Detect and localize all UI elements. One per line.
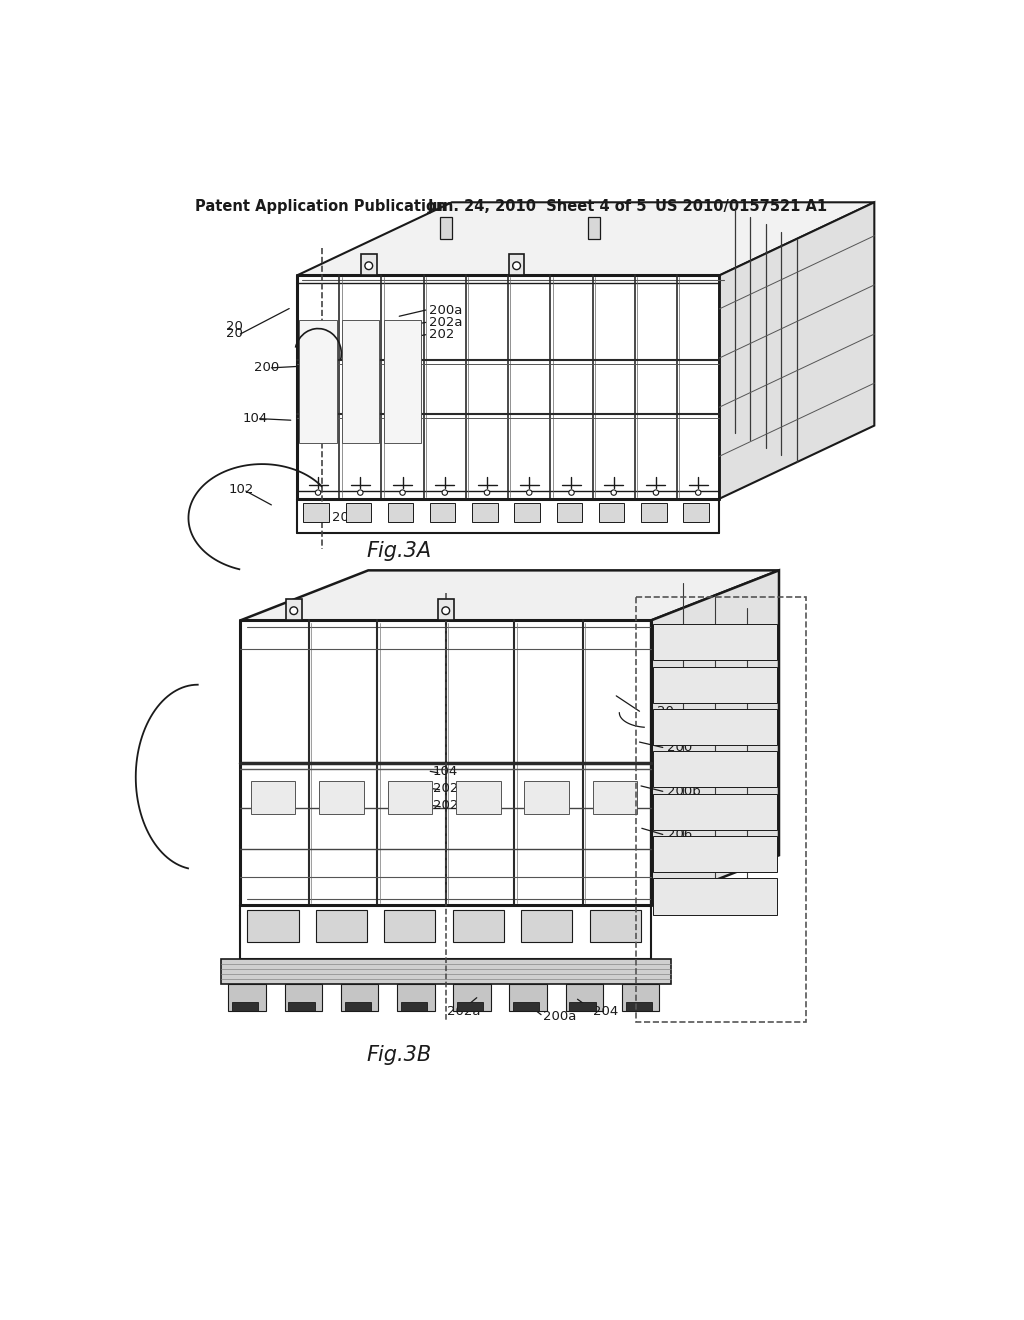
Bar [565, 983, 603, 1011]
Text: 202a: 202a [429, 315, 462, 329]
Text: 202a: 202a [447, 1005, 481, 1018]
Circle shape [357, 490, 364, 495]
Bar [636, 597, 806, 1022]
Bar [590, 909, 641, 942]
Bar [514, 503, 540, 521]
Bar [513, 1002, 540, 1011]
Circle shape [513, 261, 520, 269]
Bar [472, 503, 498, 521]
Bar [251, 781, 295, 814]
Bar [438, 599, 454, 620]
Bar [652, 793, 777, 830]
Circle shape [442, 607, 450, 615]
Text: 104: 104 [243, 412, 268, 425]
Circle shape [315, 490, 321, 495]
Bar [285, 983, 323, 1011]
Bar [299, 321, 337, 444]
Circle shape [695, 490, 700, 495]
Text: 200: 200 [667, 741, 692, 754]
Text: 204: 204 [593, 1005, 618, 1018]
Bar [524, 781, 569, 814]
Bar [457, 1002, 483, 1011]
Polygon shape [719, 202, 874, 499]
Bar [341, 983, 378, 1011]
Circle shape [365, 261, 373, 269]
Bar [683, 503, 709, 521]
Circle shape [290, 607, 298, 615]
Text: Fig.3B: Fig.3B [367, 1045, 432, 1065]
Polygon shape [651, 570, 779, 906]
Bar [652, 709, 777, 744]
Bar [286, 599, 301, 620]
Bar [289, 1002, 314, 1011]
Text: 20: 20 [226, 319, 244, 333]
Bar [593, 781, 637, 814]
Bar [521, 909, 572, 942]
Bar [588, 218, 600, 239]
Text: 200a: 200a [544, 1010, 577, 1023]
Bar [509, 253, 524, 276]
Bar [400, 1002, 427, 1011]
Bar [345, 1002, 371, 1011]
Text: 20: 20 [657, 705, 674, 718]
Circle shape [568, 490, 574, 495]
Text: Patent Application Publication: Patent Application Publication [196, 199, 446, 214]
Bar [221, 960, 671, 983]
Bar [652, 624, 777, 660]
Bar [626, 1002, 651, 1011]
Text: 104: 104 [432, 764, 458, 777]
Bar [232, 1002, 258, 1011]
Bar [599, 503, 625, 521]
Text: 200: 200 [254, 362, 280, 375]
Text: 102: 102 [228, 483, 254, 496]
Bar [652, 836, 777, 873]
Text: 200b: 200b [667, 785, 700, 797]
Bar [453, 909, 504, 942]
Bar [315, 909, 367, 942]
Text: 20: 20 [226, 327, 244, 341]
Polygon shape [297, 202, 874, 276]
Circle shape [399, 490, 406, 495]
Polygon shape [241, 570, 779, 620]
Bar [345, 503, 371, 521]
Text: 202: 202 [429, 329, 454, 342]
Circle shape [442, 490, 447, 495]
Bar [247, 909, 299, 942]
Bar [361, 253, 377, 276]
Text: 202b: 202b [432, 799, 467, 812]
Text: Jun. 24, 2010  Sheet 4 of 5: Jun. 24, 2010 Sheet 4 of 5 [428, 199, 647, 214]
Bar [652, 667, 777, 702]
Bar [303, 503, 329, 521]
Text: 200a: 200a [429, 304, 462, 317]
Bar [622, 983, 659, 1011]
Bar [454, 983, 490, 1011]
Bar [319, 781, 364, 814]
Circle shape [611, 490, 616, 495]
Bar [569, 1002, 596, 1011]
Bar [509, 983, 547, 1011]
Circle shape [484, 490, 489, 495]
Bar [430, 503, 456, 521]
Bar [652, 878, 777, 915]
Bar [440, 218, 453, 239]
Bar [384, 909, 435, 942]
Bar [387, 781, 432, 814]
Bar [652, 751, 777, 788]
Bar [342, 321, 379, 444]
Text: Fig.3A: Fig.3A [367, 541, 432, 561]
Circle shape [653, 490, 658, 495]
Bar [456, 781, 501, 814]
Bar [388, 503, 413, 521]
Text: 202: 202 [432, 781, 458, 795]
Bar [228, 983, 266, 1011]
Text: 206: 206 [667, 828, 692, 841]
Circle shape [526, 490, 532, 495]
Text: US 2010/0157521 A1: US 2010/0157521 A1 [655, 199, 827, 214]
Bar [557, 503, 582, 521]
Bar [397, 983, 434, 1011]
Text: 204: 204 [332, 511, 357, 524]
Bar [641, 503, 667, 521]
Bar [384, 321, 421, 444]
